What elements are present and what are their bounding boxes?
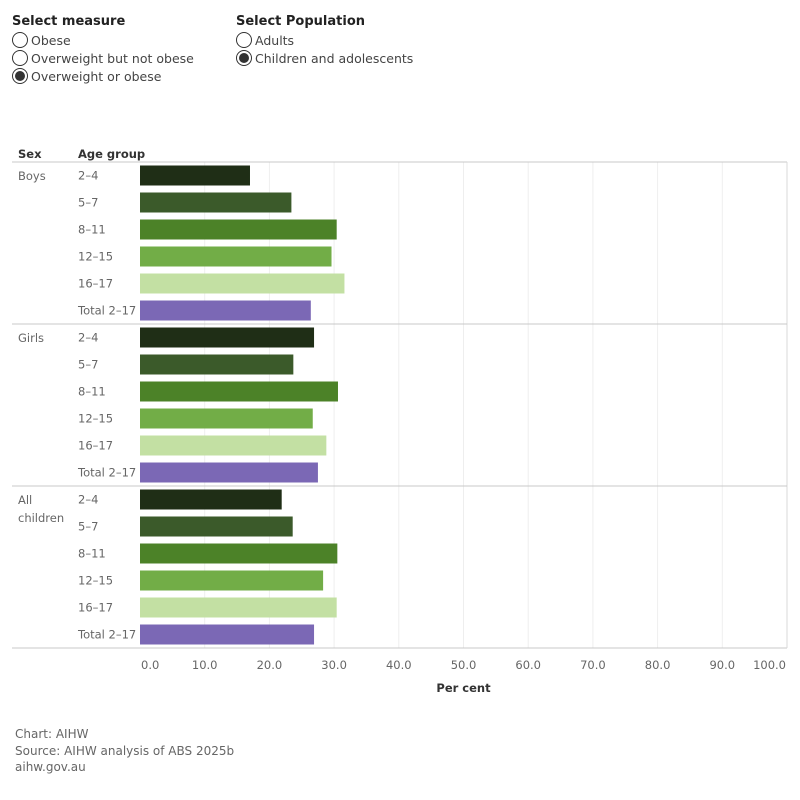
measure-selector: Select measure Obese Overweight but not … <box>12 13 194 85</box>
category-label: 16–17 <box>78 601 113 615</box>
category-label: 12–15 <box>78 250 113 264</box>
population-title: Select Population <box>236 14 366 29</box>
category-label: 16–17 <box>78 277 113 291</box>
x-tick-label: 50.0 <box>451 658 477 672</box>
x-tick-label: 40.0 <box>386 658 412 672</box>
row-header-age-group: Age group <box>78 147 145 161</box>
group-label: Boys <box>18 169 46 183</box>
bar <box>140 219 337 240</box>
group-label: children <box>18 511 64 525</box>
bar <box>140 435 327 456</box>
category-label: Total 2–17 <box>77 304 136 318</box>
x-tick-label: 80.0 <box>645 658 671 672</box>
radio-circle-selected[interactable] <box>236 50 252 66</box>
radio-circle[interactable] <box>12 32 28 48</box>
x-tick-label: 20.0 <box>257 658 283 672</box>
bar <box>140 516 293 537</box>
category-label: Total 2–17 <box>77 466 136 480</box>
radio-overweight-or-obese[interactable]: Overweight or obese <box>12 67 194 85</box>
category-label: 2–4 <box>78 331 98 345</box>
category-label: 16–17 <box>78 439 113 453</box>
x-tick-label: 0.0 <box>141 658 159 672</box>
category-label: 2–4 <box>78 169 98 183</box>
bar <box>140 570 324 591</box>
x-tick-label: 60.0 <box>515 658 541 672</box>
radio-adults[interactable]: Adults <box>236 31 413 49</box>
bar <box>140 381 338 402</box>
category-label: 8–11 <box>78 385 106 399</box>
x-tick-label: 100.0 <box>753 658 786 672</box>
radio-circle-selected[interactable] <box>12 68 28 84</box>
group-label: All <box>18 493 32 507</box>
category-label: 5–7 <box>78 520 98 534</box>
radio-obese[interactable]: Obese <box>12 31 194 49</box>
chart-credit: Chart: AIHW <box>15 727 89 741</box>
x-tick-label: 10.0 <box>192 658 218 672</box>
bar <box>140 624 315 645</box>
website-link[interactable]: aihw.gov.au <box>15 760 86 774</box>
radio-circle[interactable] <box>12 50 28 66</box>
bar <box>140 273 345 294</box>
bar-chart: Sex Age group Boys 2–4 5–7 8–11 12–15 16–17 Tota… <box>12 147 788 695</box>
category-label: 5–7 <box>78 196 98 210</box>
radio-children-adolescents[interactable]: Children and adolescents <box>236 49 413 67</box>
chart-footer: Chart: AIHW Source: AIHW analysis of ABS… <box>15 726 234 776</box>
bar <box>140 543 338 564</box>
bar <box>140 489 282 510</box>
group-label: Girls <box>18 331 44 345</box>
bar <box>140 597 337 618</box>
measure-title: Select measure <box>12 14 126 29</box>
radio-overweight-not-obese[interactable]: Overweight but not obese <box>12 49 194 67</box>
category-label: 8–11 <box>78 223 106 237</box>
category-label: Total 2–17 <box>77 628 136 642</box>
bar <box>140 354 294 375</box>
category-label: 8–11 <box>78 547 106 561</box>
bar <box>140 300 311 321</box>
x-tick-label: 30.0 <box>321 658 347 672</box>
category-label: 12–15 <box>78 412 113 426</box>
radio-label: Adults <box>255 32 295 48</box>
source-note: Source: AIHW analysis of ABS 2025b <box>15 743 235 758</box>
radio-label: Obese <box>31 32 71 48</box>
radio-label: Overweight or obese <box>31 68 162 84</box>
row-header-sex: Sex <box>18 147 42 161</box>
radio-label: Overweight but not obese <box>31 50 194 66</box>
radio-label: Children and adolescents <box>255 50 414 66</box>
bar <box>140 408 313 429</box>
x-tick-label: 70.0 <box>580 658 606 672</box>
population-selector: Select Population Adults Children and ad… <box>236 13 413 67</box>
bar <box>140 462 318 483</box>
bar <box>140 165 250 186</box>
category-label: 12–15 <box>78 574 113 588</box>
bar <box>140 246 332 267</box>
bar <box>140 327 315 348</box>
x-tick-label: 90.0 <box>709 658 735 672</box>
x-axis-title: Per cent <box>436 681 491 695</box>
category-label: 5–7 <box>78 358 98 372</box>
bar <box>140 192 292 213</box>
radio-circle[interactable] <box>236 32 252 48</box>
category-label: 2–4 <box>78 493 98 507</box>
